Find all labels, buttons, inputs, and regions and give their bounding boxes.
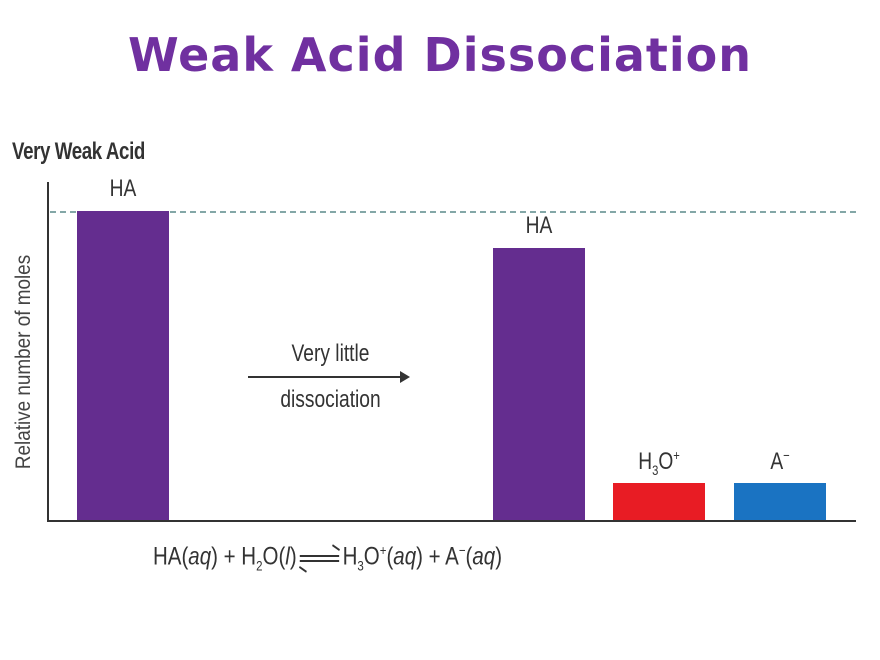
x-axis [47, 520, 856, 522]
initial-level-reference-line [50, 211, 856, 213]
bar-label-ha-initial: HA [109, 175, 137, 202]
equilibrium-arrows-icon [299, 543, 341, 573]
dissociation-arrow: Very little dissociation [248, 340, 413, 420]
equilibrium-equation: HA(aq) + H2O(l) H3O+(aq) + A−(aq) [153, 542, 503, 574]
bar-a-minus [734, 483, 826, 520]
bar-label-h3o-plus: H3O+ [638, 447, 680, 478]
y-axis-label: Relative number of moles [12, 254, 35, 470]
bar-ha-equilibrium [493, 248, 585, 520]
bar-h3o-plus [613, 483, 705, 520]
arrow-head-icon [400, 371, 410, 383]
arrow-label-top: Very little [291, 340, 370, 367]
bar-ha-initial [77, 211, 169, 520]
y-axis [47, 182, 49, 522]
arrow-right-icon [248, 376, 404, 378]
bar-label-ha-equilibrium: HA [525, 212, 553, 239]
bar-label-a-minus: A− [770, 447, 790, 475]
arrow-label-bottom: dissociation [280, 386, 381, 413]
chart-subtitle: Very Weak Acid [12, 138, 145, 165]
slide-title: Weak Acid Dissociation [127, 28, 753, 82]
